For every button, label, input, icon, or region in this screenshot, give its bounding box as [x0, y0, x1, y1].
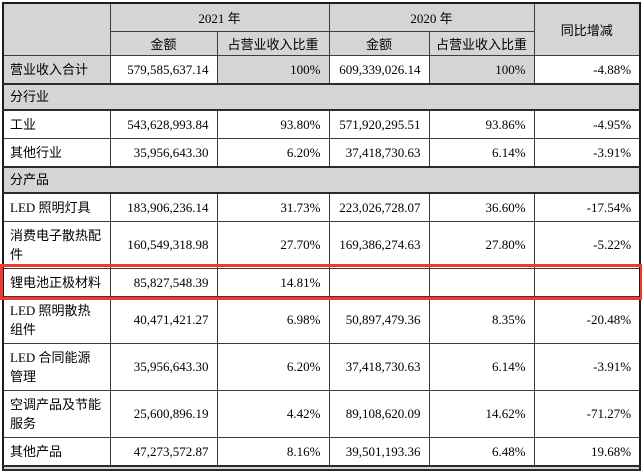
yoy-header: 同比增减	[533, 2, 641, 56]
ratio-2021-header: 占营业收入比重	[216, 30, 330, 56]
ratio-2020-cell: 100%	[428, 54, 535, 84]
row-label: LED 合同能源管理	[2, 342, 111, 391]
partial-section-row	[2, 464, 641, 471]
yoy-cell: 19.68%	[533, 436, 641, 466]
ratio-2020-cell: 36.60%	[428, 192, 535, 222]
amount-2020-cell: 50,897,479.36	[328, 295, 430, 344]
row-label: LED 照明灯具	[2, 192, 111, 222]
year-2021-header: 2021 年	[109, 2, 330, 32]
ratio-2021-cell: 6.20%	[216, 342, 330, 391]
row-label: LED 照明散热组件	[2, 295, 111, 344]
ratio-2020-cell: 6.48%	[428, 436, 535, 466]
yoy-cell	[533, 267, 641, 297]
amount-2021-cell: 47,273,572.87	[109, 436, 218, 466]
row-label: 消费电子散热配件	[2, 220, 111, 269]
ratio-2021-cell: 27.70%	[216, 220, 330, 269]
amount-2021-cell: 579,585,637.14	[109, 54, 218, 84]
data-row: LED 合同能源管理 35,956,643.30 6.20% 37,418,730.6…	[2, 342, 641, 391]
amount-2020-cell: 37,418,730.63	[328, 137, 430, 167]
data-row: LED 照明灯具 183,906,236.14 31.73% 223,026,728.…	[2, 192, 641, 222]
amount-2020-cell: 571,920,295.51	[328, 109, 430, 139]
row-label: 其他产品	[2, 436, 111, 466]
ratio-2020-cell: 6.14%	[428, 342, 535, 391]
amount-2020-cell: 223,026,728.07	[328, 192, 430, 222]
data-row: 其他行业 35,956,643.30 6.20% 37,418,730.63 6.14%…	[2, 137, 641, 167]
year-2020-header: 2020 年	[328, 2, 535, 32]
ratio-2020-cell: 27.80%	[428, 220, 535, 269]
data-row: LED 照明散热组件 40,471,421.27 6.98% 50,897,479.3…	[2, 295, 641, 344]
yoy-cell: -5.22%	[533, 220, 641, 269]
data-row: 空调产品及节能服务 25,600,896.19 4.42% 89,108,620.09…	[2, 389, 641, 438]
ratio-2021-cell: 6.98%	[216, 295, 330, 344]
amount-2020-cell: 37,418,730.63	[328, 342, 430, 391]
ratio-2021-cell: 14.81%	[216, 267, 330, 297]
row-label: 其他行业	[2, 137, 111, 167]
yoy-cell: -3.91%	[533, 137, 641, 167]
section-row: 分产品	[2, 165, 641, 194]
yoy-cell: -17.54%	[533, 192, 641, 222]
row-label: 空调产品及节能服务	[2, 389, 111, 438]
amount-2021-cell: 35,956,643.30	[109, 137, 218, 167]
amount-2020-header: 金额	[328, 30, 430, 56]
amount-2021-cell: 543,628,993.84	[109, 109, 218, 139]
corner-cell	[2, 2, 111, 56]
ratio-2021-cell: 4.42%	[216, 389, 330, 438]
row-label: 工业	[2, 109, 111, 139]
ratio-2020-cell: 14.62%	[428, 389, 535, 438]
amount-2021-header: 金额	[109, 30, 218, 56]
amount-2020-cell: 89,108,620.09	[328, 389, 430, 438]
section-row: 分行业	[2, 82, 641, 111]
amount-2021-cell: 25,600,896.19	[109, 389, 218, 438]
yoy-cell: -4.95%	[533, 109, 641, 139]
amount-2020-cell: 39,501,193.36	[328, 436, 430, 466]
amount-2021-cell: 35,956,643.30	[109, 342, 218, 391]
section-label: 分行业	[2, 82, 641, 111]
yoy-cell: -4.88%	[533, 54, 641, 84]
data-row: 消费电子散热配件 160,549,318.98 27.70% 169,386,274.…	[2, 220, 641, 269]
ratio-2021-cell: 31.73%	[216, 192, 330, 222]
header-row-subcolumns: 金额 占营业收入比重 金额 占营业收入比重	[3, 30, 640, 56]
yoy-cell: -71.27%	[533, 389, 641, 438]
amount-2021-cell: 85,827,548.39	[109, 267, 218, 297]
data-row: 营业收入合计 579,585,637.14 100% 609,339,026.14 10…	[2, 54, 641, 84]
amount-2021-cell: 40,471,421.27	[109, 295, 218, 344]
section-label	[2, 464, 641, 471]
yoy-cell: -20.48%	[533, 295, 641, 344]
amount-2020-cell: 169,386,274.63	[328, 220, 430, 269]
amount-2021-cell: 160,549,318.98	[109, 220, 218, 269]
amount-2020-cell	[328, 267, 430, 297]
data-row: 锂电池正极材料 85,827,548.39 14.81%	[2, 267, 641, 297]
ratio-2020-cell: 6.14%	[428, 137, 535, 167]
ratio-2021-cell: 8.16%	[216, 436, 330, 466]
data-row: 其他产品 47,273,572.87 8.16% 39,501,193.36 6.48%…	[2, 436, 641, 466]
ratio-2020-cell	[428, 267, 535, 297]
amount-2021-cell: 183,906,236.14	[109, 192, 218, 222]
ratio-2020-cell: 8.35%	[428, 295, 535, 344]
row-label: 锂电池正极材料	[2, 267, 111, 297]
ratio-2021-cell: 100%	[216, 54, 330, 84]
ratio-2020-cell: 93.86%	[428, 109, 535, 139]
ratio-2021-cell: 6.20%	[216, 137, 330, 167]
yoy-cell: -3.91%	[533, 342, 641, 391]
ratio-2021-cell: 93.80%	[216, 109, 330, 139]
data-row: 工业 543,628,993.84 93.80% 571,920,295.51 93.8…	[2, 109, 641, 139]
header-row-years: 2021 年 2020 年 同比增减	[2, 2, 641, 56]
section-label: 分产品	[2, 165, 641, 194]
amount-2020-cell: 609,339,026.14	[328, 54, 430, 84]
ratio-2020-header: 占营业收入比重	[428, 30, 535, 56]
row-label: 营业收入合计	[2, 54, 111, 84]
